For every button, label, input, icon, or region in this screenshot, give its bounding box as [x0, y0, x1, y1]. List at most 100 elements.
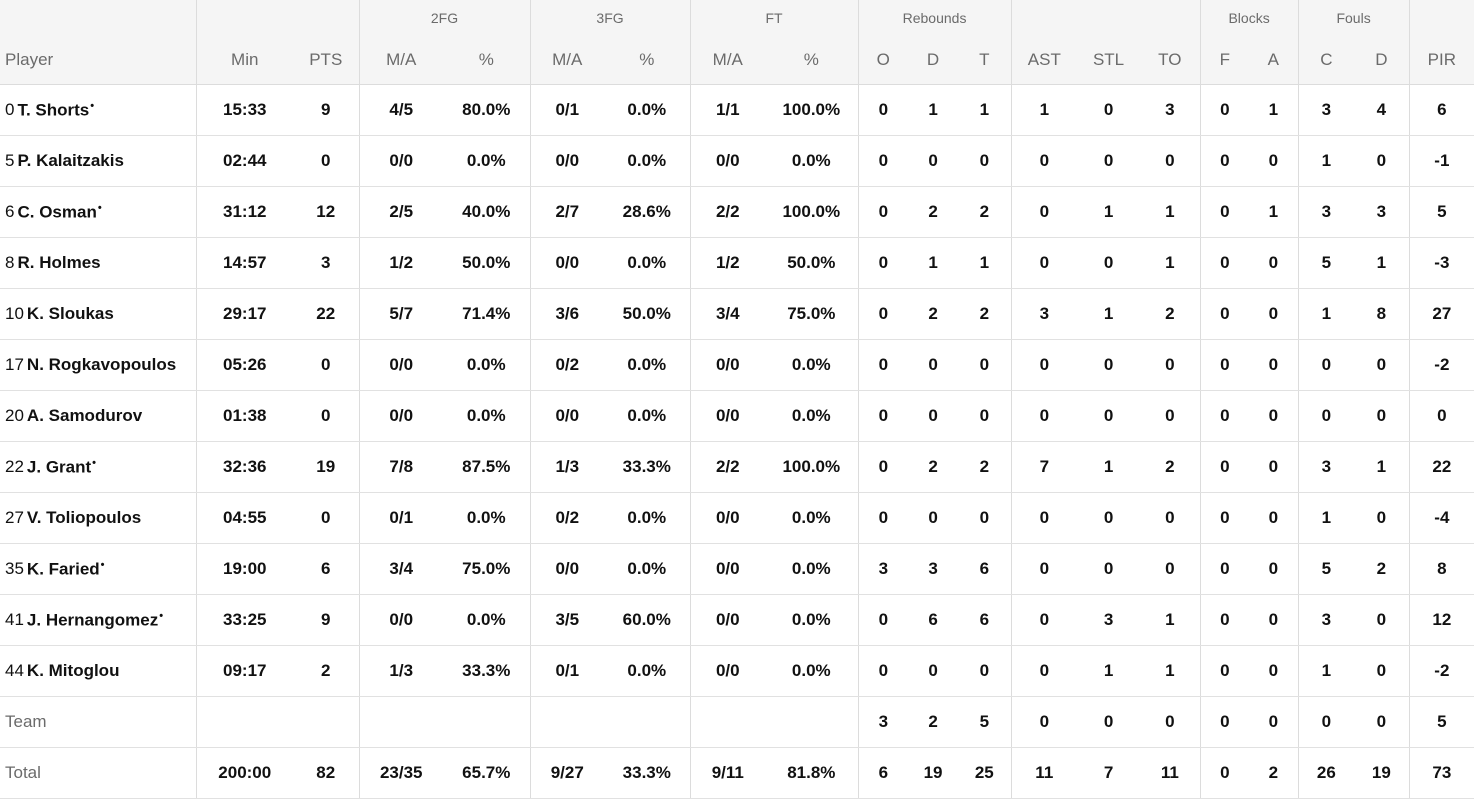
stat-blk-f: 0: [1199, 696, 1250, 748]
stat-reb-t: 5: [958, 696, 1012, 748]
stat-reb-o: 3: [857, 696, 909, 748]
stat-stl: 3: [1077, 594, 1141, 646]
column-header-to[interactable]: TO: [1140, 36, 1201, 85]
stat-blk-f: 0: [1199, 441, 1250, 493]
stat-stl: 0: [1077, 390, 1141, 442]
player-name-link[interactable]: N. Rogkavopoulos: [26, 355, 177, 374]
column-header-player[interactable]: Player: [0, 36, 196, 85]
stat-ft-pct: 100.0%: [765, 441, 859, 493]
stat-pts: 22: [293, 288, 359, 340]
player-name-link[interactable]: J. Hernangomez: [26, 610, 159, 630]
column-header-ft-ma[interactable]: M/A: [689, 36, 766, 85]
column-header-foul-d[interactable]: D: [1354, 36, 1410, 85]
stat-fg2-pct: 0.0%: [443, 135, 531, 187]
column-header-blk-f[interactable]: F: [1199, 36, 1250, 85]
player-row[interactable]: 35 K. Faried• 19:00 6 3/4 75.0% 0/0 0.0% 0/0 0.0%…: [0, 543, 1474, 595]
stat-stl: 0: [1077, 696, 1141, 748]
stat-fg2-ma: 0/0: [358, 390, 443, 442]
stat-fg2-ma: 1/2: [358, 237, 443, 289]
stat-min: 14:57: [195, 237, 293, 289]
column-header-ft-pct[interactable]: %: [765, 36, 859, 85]
jersey-number: 27: [5, 508, 24, 527]
stat-ast: 0: [1010, 543, 1078, 595]
stat-stl: 0: [1077, 543, 1141, 595]
player-name-link[interactable]: P. Kalaitzakis: [17, 151, 124, 170]
column-header-fg2-ma[interactable]: M/A: [358, 36, 443, 85]
stat-ft-ma: 0/0: [689, 339, 766, 391]
stat-fg2-ma: 2/5: [358, 186, 443, 238]
stat-foul-d: 19: [1354, 747, 1410, 799]
stat-reb-o: 0: [857, 288, 909, 340]
player-row[interactable]: 0 T. Shorts• 15:33 9 4/5 80.0% 0/1 0.0% 1/1 100.0…: [0, 84, 1474, 136]
jersey-number: 41: [5, 610, 24, 630]
player-row[interactable]: 20 A. Samodurov 01:38 0 0/0 0.0% 0/0 0.0% 0/0 0.0…: [0, 390, 1474, 442]
column-header-reb-t[interactable]: T: [958, 36, 1012, 85]
stat-pir: 8: [1408, 543, 1474, 595]
player-name-link[interactable]: R. Holmes: [17, 253, 101, 272]
player-name-link[interactable]: K. Mitoglou: [26, 661, 120, 680]
column-header-min[interactable]: Min: [195, 36, 293, 85]
stat-ft-pct: 100.0%: [765, 186, 859, 238]
column-header-blk-a[interactable]: A: [1249, 36, 1299, 85]
column-header-fg3-ma[interactable]: M/A: [529, 36, 605, 85]
stat-pts: 9: [293, 594, 359, 646]
stat-ast: 7: [1010, 441, 1078, 493]
stat-reb-t: 1: [958, 237, 1012, 289]
stat-blk-f: 0: [1199, 492, 1250, 544]
player-row[interactable]: 6 C. Osman• 31:12 12 2/5 40.0% 2/7 28.6% 2/2 100.…: [0, 186, 1474, 238]
player-name-link[interactable]: A. Samodurov: [26, 406, 143, 425]
stat-reb-d: 0: [908, 492, 959, 544]
stat-blk-f: 0: [1199, 237, 1250, 289]
column-header-fg2-pct[interactable]: %: [443, 36, 531, 85]
stat-foul-d: 0: [1354, 135, 1410, 187]
player-name-link[interactable]: K. Faried: [26, 559, 100, 579]
stat-stl: 7: [1077, 747, 1141, 799]
player-row[interactable]: 44 K. Mitoglou 09:17 2 1/3 33.3% 0/1 0.0% 0/0 0.0…: [0, 645, 1474, 697]
player-name-link[interactable]: C. Osman: [17, 202, 97, 222]
stat-reb-o: 0: [857, 594, 909, 646]
column-header-stl[interactable]: STL: [1077, 36, 1141, 85]
column-header-ast[interactable]: AST: [1010, 36, 1078, 85]
column-header-reb-d[interactable]: D: [908, 36, 959, 85]
stat-pts: 82: [293, 747, 359, 799]
stat-fg3-ma: 9/27: [529, 747, 605, 799]
stat-fg3-pct: 33.3%: [604, 441, 691, 493]
stat-to: 0: [1140, 390, 1201, 442]
player-name-link[interactable]: J. Grant: [26, 457, 92, 477]
stat-blk-f: 0: [1199, 186, 1250, 238]
player-row[interactable]: 5 P. Kalaitzakis 02:44 0 0/0 0.0% 0/0 0.0% 0/0 0.…: [0, 135, 1474, 187]
player-row[interactable]: 22 J. Grant• 32:36 19 7/8 87.5% 1/3 33.3% 2/2 100…: [0, 441, 1474, 493]
player-row[interactable]: 8 R. Holmes 14:57 3 1/2 50.0% 0/0 0.0% 1/2 50.0% 0…: [0, 237, 1474, 289]
player-name-link[interactable]: V. Toliopoulos: [26, 508, 142, 527]
stat-reb-o: 0: [857, 645, 909, 697]
column-header-foul-c[interactable]: C: [1297, 36, 1355, 85]
stat-blk-a: 1: [1249, 84, 1299, 136]
player-name-link[interactable]: T. Shorts: [17, 100, 90, 120]
player-row[interactable]: 41 J. Hernangomez• 33:25 9 0/0 0.0% 3/5 60.0% 0/…: [0, 594, 1474, 646]
player-row[interactable]: 10 K. Sloukas 29:17 22 5/7 71.4% 3/6 50.0% 3/4 75…: [0, 288, 1474, 340]
group-header-3fg: 3FG: [529, 0, 691, 36]
stat-to: 1: [1140, 645, 1201, 697]
stat-blk-a: 0: [1249, 288, 1299, 340]
stat-blk-a: 0: [1249, 594, 1299, 646]
player-cell: 27 V. Toliopoulos: [0, 492, 196, 544]
stat-ast: 0: [1010, 696, 1078, 748]
column-header-fg3-pct[interactable]: %: [604, 36, 691, 85]
player-name-link[interactable]: K. Sloukas: [26, 304, 114, 323]
stat-min: 31:12: [195, 186, 293, 238]
stat-ft-ma: 1/1: [689, 84, 766, 136]
column-header-reb-o[interactable]: O: [857, 36, 909, 85]
player-row[interactable]: 17 N. Rogkavopoulos 05:26 0 0/0 0.0% 0/2 0.0% 0/…: [0, 339, 1474, 391]
stat-pir: 0: [1408, 390, 1474, 442]
stat-fg3-ma: 0/0: [529, 390, 605, 442]
column-header-pts[interactable]: PTS: [293, 36, 359, 85]
jersey-number: 10: [5, 304, 24, 323]
stat-fg3-ma: [529, 696, 605, 748]
stat-fg2-ma: 5/7: [358, 288, 443, 340]
player-row[interactable]: 27 V. Toliopoulos 04:55 0 0/1 0.0% 0/2 0.0% 0/0 0…: [0, 492, 1474, 544]
stat-blk-f: 0: [1199, 390, 1250, 442]
jersey-number: 20: [5, 406, 24, 425]
column-header-pir[interactable]: PIR: [1408, 36, 1474, 85]
stat-fg3-ma: 0/0: [529, 135, 605, 187]
